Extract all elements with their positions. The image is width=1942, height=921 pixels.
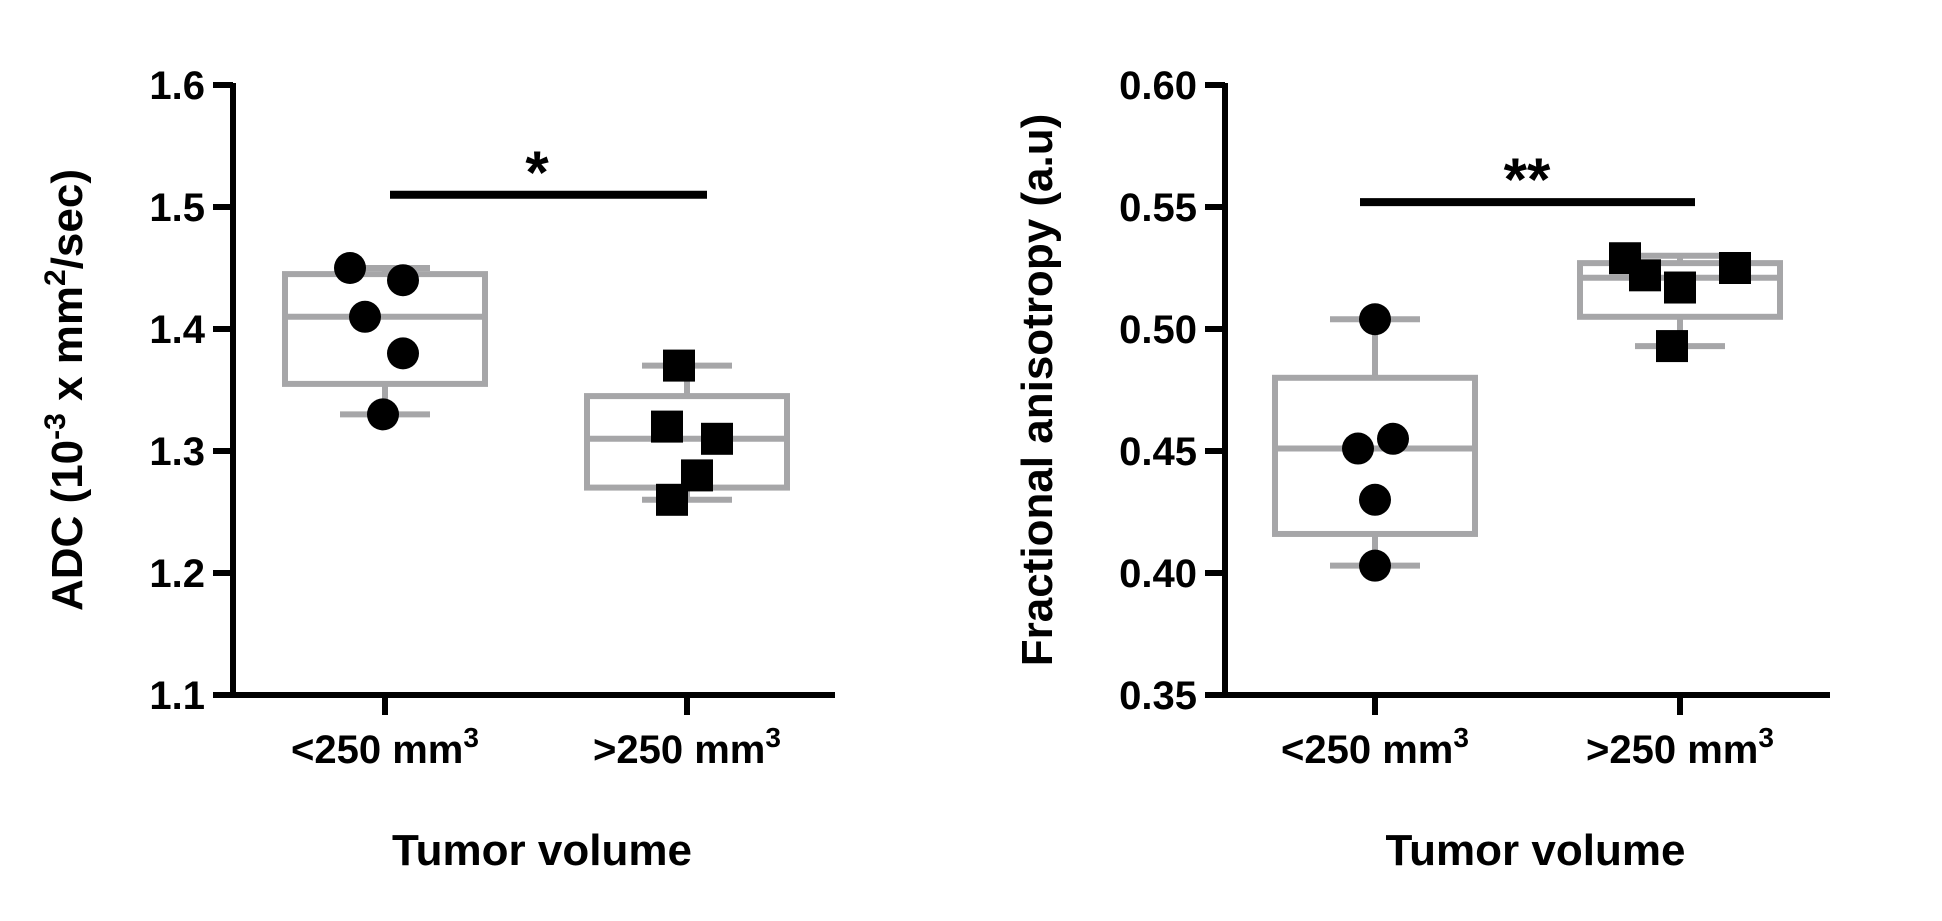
significance-label: ** (1504, 146, 1551, 213)
data-point-circle (1359, 549, 1391, 582)
data-point-square (701, 422, 733, 455)
x-tick-label-main: <250 mm (291, 728, 463, 772)
data-point-circle (1342, 432, 1374, 465)
data-point-circle (1377, 422, 1409, 455)
data-point-circle (1359, 483, 1391, 516)
box-plot-1 (1272, 316, 1478, 569)
iqr-box (1577, 260, 1783, 320)
y-tick-label: 0.60 (1119, 64, 1197, 108)
y-tick-label: 1.2 (149, 552, 205, 596)
x-tick-label: >250 mm3 (593, 722, 781, 772)
y-axis-title-superscript: -3 (39, 413, 72, 440)
data-point-circle (349, 300, 381, 333)
y-tick-label: 0.50 (1119, 308, 1197, 352)
data-point-square (651, 410, 683, 443)
data-point-circle (367, 398, 399, 431)
data-point-square (663, 349, 695, 382)
y-tick-label: 1.6 (149, 64, 205, 108)
iqr-box (1272, 374, 1478, 537)
x-tick-label-main: >250 mm (593, 728, 765, 772)
data-point-circle (334, 252, 366, 284)
y-axis-title-part: x mm (43, 286, 92, 413)
data-point-square (1629, 259, 1661, 292)
data-point-circle (387, 337, 419, 370)
x-tick-label-main: >250 mm (1586, 728, 1758, 772)
y-tick-label: 1.4 (149, 308, 205, 352)
y-axis-title-part: /sec) (43, 169, 92, 269)
data-point-square (656, 483, 688, 516)
iqr-box (282, 271, 488, 387)
x-tick-label: >250 mm3 (1586, 722, 1774, 772)
y-tick-label: 1.3 (149, 430, 205, 474)
data-point-square (1719, 252, 1751, 284)
y-axis-title: ADC (10-3 x mm2/sec) (39, 169, 92, 611)
chart-panel-2: 0.350.400.450.500.550.60<250 mm3 >250 mm3… (1013, 64, 1830, 875)
y-axis-title: Fractional anisotropy (a.u) (1013, 114, 1062, 667)
y-axis-title-superscript: 2 (39, 269, 72, 286)
y-axis-title-part: Fractional anisotropy (a.u) (1013, 114, 1062, 667)
x-tick-label-superscript: 3 (765, 722, 781, 753)
y-tick-label: 1.1 (149, 674, 205, 718)
x-tick-label: <250 mm3 (291, 722, 479, 772)
chart-panel-1: 1.11.21.31.41.51.6<250 mm3 >250 mm3Tumor … (39, 64, 835, 875)
x-tick-label: <250 mm3 (1281, 722, 1469, 772)
x-axis-title: Tumor volume (1386, 826, 1686, 875)
x-tick-label-main: <250 mm (1281, 728, 1453, 772)
x-tick-label-superscript: 3 (463, 722, 479, 753)
significance-label: * (525, 139, 549, 206)
data-point-square (1664, 271, 1696, 304)
y-tick-label: 1.5 (149, 186, 205, 230)
y-tick-label: 0.40 (1119, 552, 1197, 596)
x-tick-label-superscript: 3 (1453, 722, 1469, 753)
y-tick-label: 0.55 (1119, 186, 1197, 230)
y-tick-label: 0.35 (1119, 674, 1197, 718)
data-point-square (1656, 330, 1688, 363)
data-point-circle (387, 264, 419, 297)
x-axis-title: Tumor volume (392, 826, 692, 875)
data-point-circle (1359, 303, 1391, 336)
x-tick-label-superscript: 3 (1758, 722, 1774, 753)
y-tick-label: 0.45 (1119, 430, 1197, 474)
box-plot-1 (282, 265, 488, 418)
y-axis-title-part: ADC (10 (43, 440, 92, 611)
